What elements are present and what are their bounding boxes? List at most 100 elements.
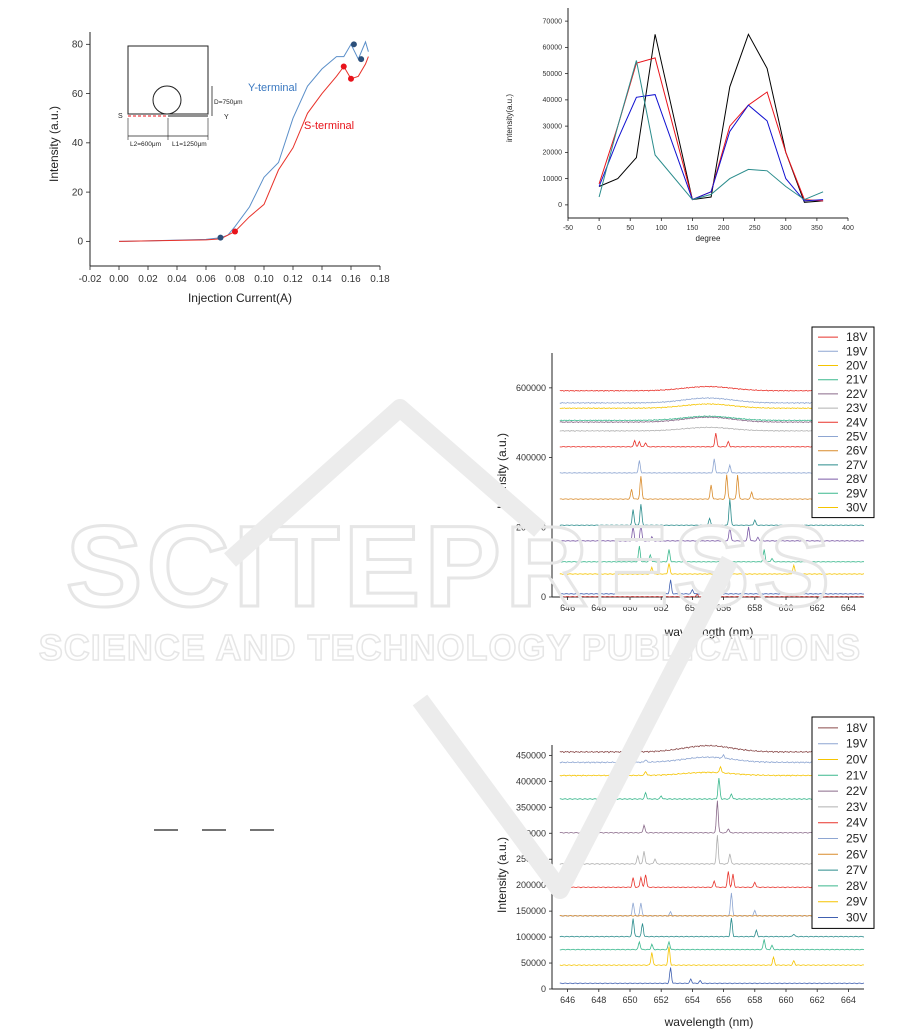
y-tick-label: 200000 [516, 880, 546, 890]
y-tick-label: 20000 [543, 150, 563, 157]
legend-label: 24V [846, 415, 867, 429]
inset-diagram: D=750μm S Y L2=600μm L1=1250μm [118, 45, 243, 148]
inset-l2-label: L2=600μm [130, 141, 161, 148]
spectrum-line [559, 918, 865, 938]
c1-ylabel: Intensity (a.u.) [47, 106, 61, 182]
spectrum-line [559, 579, 865, 595]
legend-label: 22V [846, 387, 867, 401]
y-tick-label: 20 [72, 187, 84, 198]
injection-chart: -0.02 0.00 0.02 0.04 0.06 0.08 0.10 0.12 0.14 0.1… [47, 32, 390, 305]
data-marker [350, 41, 357, 48]
data-marker [232, 228, 238, 235]
y-tick-label: 400000 [516, 453, 546, 463]
legend-label: 21V [846, 373, 867, 387]
data-marker [358, 56, 365, 63]
inset-s-label: S [118, 113, 123, 120]
legend-label: 22V [846, 784, 867, 798]
x-tick-label: 0 [597, 225, 601, 232]
x-tick-label: 0.18 [370, 274, 390, 285]
y-tick-label: 450000 [516, 750, 546, 760]
c2-xlabel: degree [696, 234, 721, 243]
y-tick-label: 60000 [543, 45, 563, 52]
y-tick-label: 80 [72, 40, 84, 51]
x-tick-label: -0.02 [79, 274, 102, 285]
inset-d-label: D=750μm [214, 99, 243, 106]
y-tick-label: 200000 [516, 522, 546, 532]
x-tick-label: 656 [716, 995, 731, 1005]
x-tick-label: 50 [626, 225, 634, 232]
y-tick-label: 250000 [516, 854, 546, 864]
legend-label: 27V [846, 863, 867, 877]
y-tick-label: 100000 [516, 932, 546, 942]
x-tick-label: 654 [685, 995, 700, 1005]
legend-label: 25V [846, 832, 867, 846]
data-marker [340, 63, 347, 70]
legend-label: 20V [846, 359, 867, 373]
x-tick-label: 0.10 [254, 274, 274, 285]
x-tick-label: 654 [685, 603, 700, 613]
x-tick-label: 660 [778, 603, 793, 613]
x-tick-label: 0.14 [312, 274, 332, 285]
y-tick-label: 10000 [543, 176, 563, 183]
spectrum-line [559, 563, 865, 575]
x-tick-label: 656 [716, 603, 731, 613]
s-terminal-label: S-terminal [304, 120, 354, 132]
x-tick-label: 652 [654, 603, 669, 613]
x-tick-label: 100 [655, 225, 667, 232]
c3-ylabel: Intensity (a.u.) [495, 433, 509, 509]
x-tick-label: 662 [810, 995, 825, 1005]
series-line [598, 60, 824, 201]
legend-label: 23V [846, 401, 867, 415]
x-tick-label: 150 [687, 225, 699, 232]
degree-chart: -50 0 50 100 150 200 250 300 350 400 0 10000 20000 30… [505, 8, 854, 243]
y-tick-label: 70000 [543, 18, 563, 25]
spectrum-line [559, 593, 865, 598]
legend-label: 26V [846, 444, 867, 458]
legend-label: 18V [846, 330, 867, 344]
x-tick-label: 646 [560, 995, 575, 1005]
x-tick-label: 0.06 [196, 274, 216, 285]
legend-label: 19V [846, 737, 867, 751]
c4-xlabel: wavelength (nm) [664, 1015, 754, 1029]
legend-label: 23V [846, 800, 867, 814]
x-tick-label: 0.08 [225, 274, 245, 285]
legend-label: 27V [846, 458, 867, 472]
x-tick-label: 662 [810, 603, 825, 613]
x-tick-label: 646 [560, 603, 575, 613]
legend-label: 28V [846, 472, 867, 486]
legend-label: 30V [846, 501, 867, 515]
y-tick-label: 40 [72, 138, 84, 149]
spectrum-line [559, 939, 865, 951]
spectrum-line [559, 525, 865, 542]
x-tick-label: 400 [842, 225, 854, 232]
y-tick-label: 30000 [543, 123, 563, 130]
y-tick-label: 50000 [521, 958, 546, 968]
legend-label: 24V [846, 816, 867, 830]
c4-ylabel: Intensity (a.u.) [495, 837, 509, 913]
y-tick-label: 0 [541, 984, 546, 994]
separator-lines [154, 829, 274, 831]
spectrum-line [559, 967, 865, 985]
y-tick-label: 40000 [543, 97, 563, 104]
spectrum-line [559, 545, 865, 563]
spectrum-chart-2: 646 648 650 652 654 656 658 660 662 664 0 50000 1000… [495, 716, 875, 1029]
series-line [598, 57, 824, 202]
y-tick-label: 50000 [543, 71, 563, 78]
x-tick-label: -50 [563, 225, 573, 232]
x-tick-label: 648 [591, 603, 606, 613]
x-tick-label: 650 [622, 603, 637, 613]
x-tick-label: 664 [841, 603, 856, 613]
x-tick-label: 0.16 [341, 274, 361, 285]
c2-ylabel: intensity(a.u.) [505, 94, 514, 142]
legend-label: 19V [846, 344, 867, 358]
x-tick-label: 350 [811, 225, 823, 232]
inset-l1-label: L1=1250μm [172, 141, 207, 148]
inset-y-label: Y [224, 114, 229, 121]
legend-label: 30V [846, 911, 867, 925]
x-tick-label: 660 [778, 995, 793, 1005]
x-tick-label: 652 [654, 995, 669, 1005]
legend-label: 20V [846, 753, 867, 767]
x-tick-label: 250 [749, 225, 761, 232]
x-tick-label: 0.12 [283, 274, 303, 285]
